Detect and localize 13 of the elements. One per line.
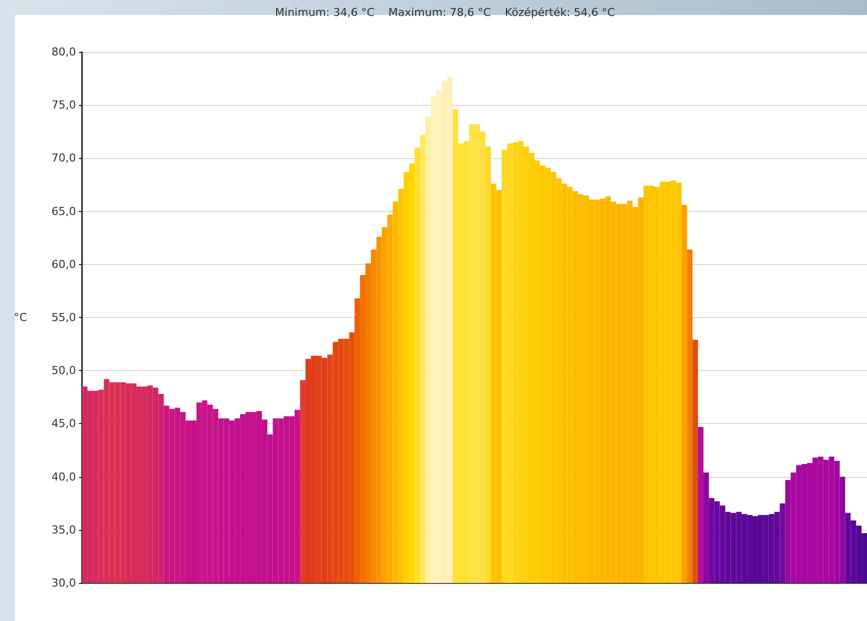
y-tick-label: 60,0 — [52, 258, 76, 271]
y-tick-label: 50,0 — [52, 364, 76, 378]
y-tick-label: 55,0 — [52, 311, 76, 324]
y-tick-label: 75,0 — [52, 98, 76, 112]
chart-title: Minimum: 34,6 °C Maximum: 78,6 °C Középérték: 54,6 °C — [275, 6, 616, 19]
y-tick-label: 45,0 — [52, 417, 76, 430]
y-axis-title: °C — [14, 311, 28, 324]
y-tick-label: 65,0 — [52, 204, 76, 218]
y-tick-label: 35,0 — [52, 523, 76, 536]
y-tick-label: 40,0 — [52, 470, 76, 484]
y-tick-label: 80,0 — [52, 46, 76, 58]
y-tick-label: 70,0 — [52, 152, 76, 165]
y-tick-label: 30,0 — [52, 576, 76, 590]
